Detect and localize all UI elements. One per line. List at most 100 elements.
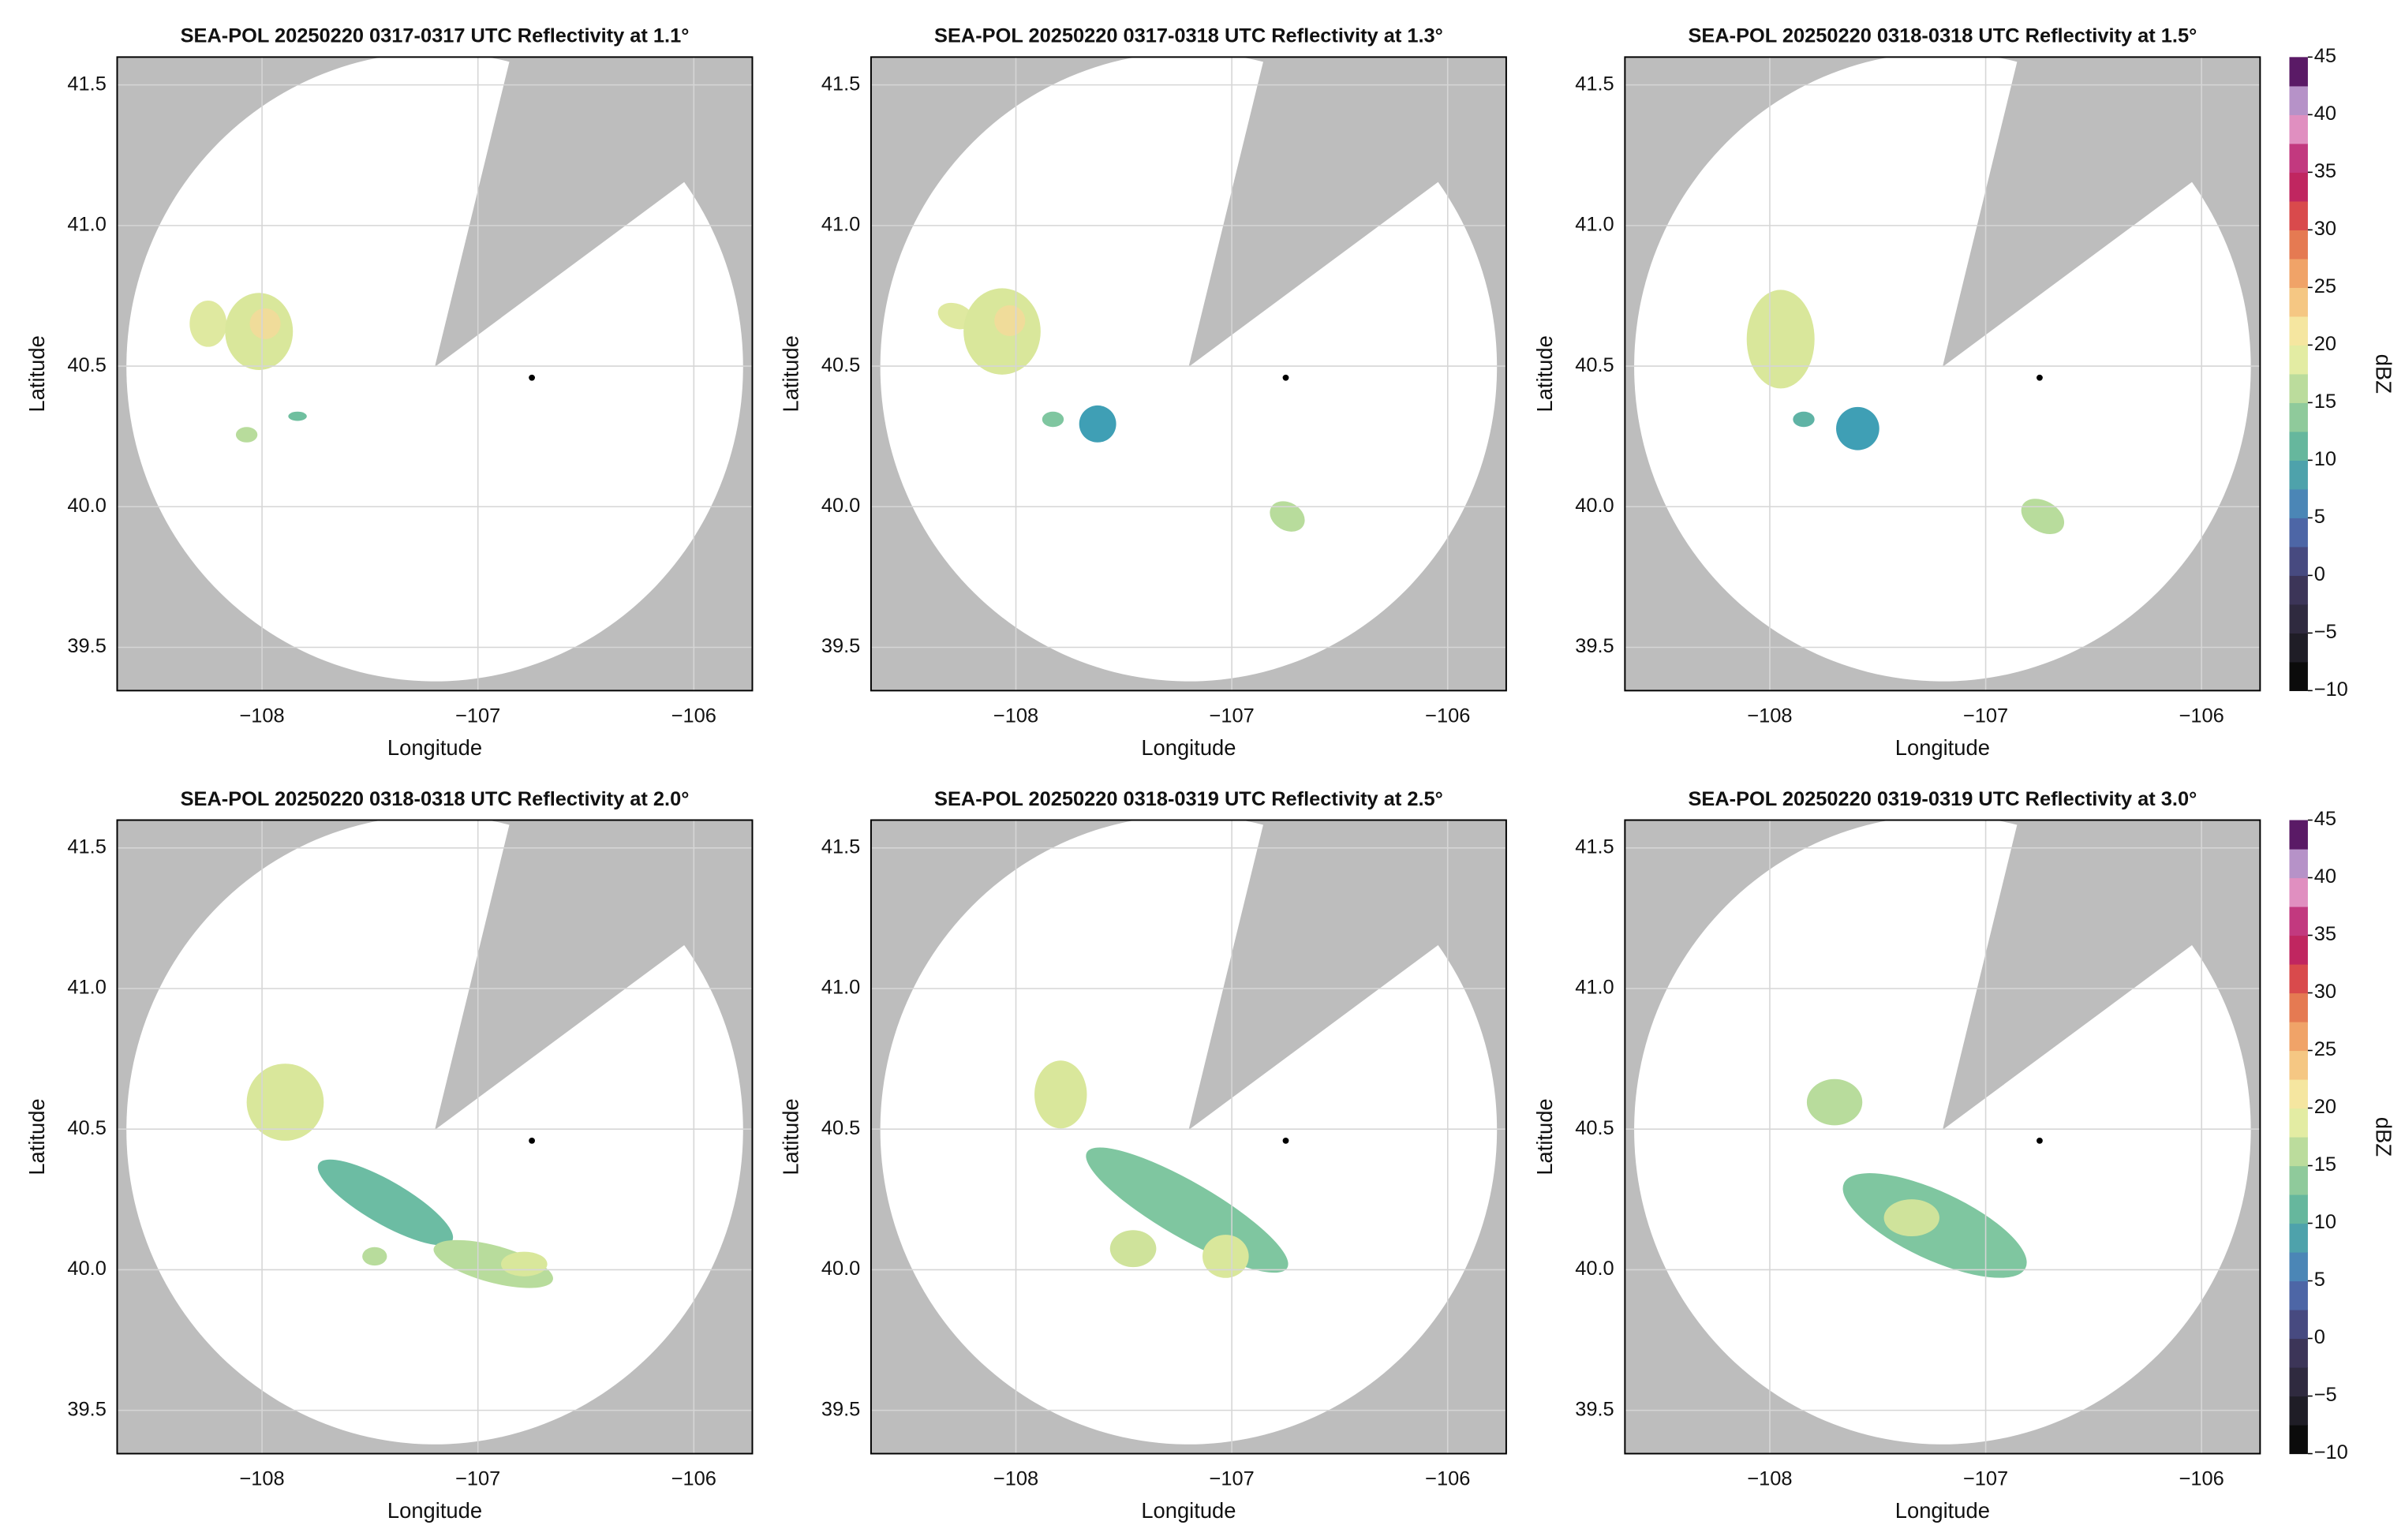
colorbar-segment [2289, 488, 2308, 518]
reflectivity-echo [249, 308, 281, 339]
y-tick-label: 41.5 [1575, 835, 1614, 858]
colorbar: −10 −5 0 5 10 15 20 25 30 35 40 45 dBZ [2289, 808, 2396, 1463]
y-tick-label: 41.0 [67, 977, 106, 999]
y-tick-label: 40.0 [67, 495, 106, 517]
colorbar-segment [2289, 1137, 2308, 1167]
reflectivity-echo [1109, 1230, 1157, 1268]
radar-coverage [126, 57, 743, 682]
colorbar-segment [2289, 1079, 2308, 1109]
y-axis-label: Latitude [778, 1098, 802, 1175]
colorbar-tick-label: 20 [2314, 1096, 2336, 1118]
colorbar-segment [2289, 964, 2308, 994]
y-axis-label: Latitude [1532, 335, 1557, 412]
x-tick-label: −106 [1425, 705, 1470, 727]
colorbar-tick-label: 30 [2314, 981, 2336, 1003]
y-tick-label: 41.0 [67, 214, 106, 236]
radar-coverage [1634, 57, 2251, 682]
chart-title: SEA-POL 20250220 0319-0319 UTC Reflectiv… [1688, 788, 2197, 810]
radar-site [1282, 1137, 1289, 1144]
colorbar-segment [2289, 575, 2308, 605]
y-tick-label: 40.0 [821, 495, 860, 517]
colorbar-tick-label: −5 [2314, 621, 2337, 643]
x-tick-label: −108 [1747, 1467, 1792, 1490]
reflectivity-echo [317, 1159, 454, 1246]
x-tick-label: −107 [455, 1467, 500, 1490]
reflectivity-echo [1202, 1235, 1249, 1278]
colorbar-segment [2289, 345, 2308, 375]
radar-coverage [880, 820, 1498, 1445]
panel: −108 −107 −106 39.5 40.0 40.5 41.0 41.5 SEA-POL … [778, 25, 1507, 760]
plot-area [1625, 57, 2261, 691]
y-tick-label: 41.0 [1575, 214, 1614, 236]
x-axis-label: Longitude [1141, 735, 1236, 760]
reflectivity-echo [1034, 1060, 1087, 1129]
x-tick-label: −108 [1747, 705, 1792, 727]
y-tick-label: 40.5 [67, 1117, 106, 1139]
panel: −108 −107 −106 39.5 40.0 40.5 41.0 41.5 SEA-POL … [24, 25, 754, 760]
colorbar-segment [2289, 57, 2308, 87]
colorbar-segment [2289, 1223, 2308, 1253]
colorbar-segment [2289, 877, 2308, 907]
chart-title: SEA-POL 20250220 0318-0318 UTC Reflectiv… [181, 788, 690, 810]
y-tick-label: 39.5 [67, 1398, 106, 1420]
colorbar-segment [2289, 85, 2308, 115]
x-axis-label: Longitude [1895, 1498, 1990, 1523]
reflectivity-echo [1836, 406, 1879, 450]
colorbar-segment [2289, 287, 2308, 317]
colorbar-segment [2289, 992, 2308, 1022]
colorbar-tick-label: 15 [2314, 391, 2336, 413]
x-tick-label: −108 [993, 705, 1038, 727]
radar-site [529, 1137, 535, 1144]
colorbar-segment [2289, 114, 2308, 144]
colorbar-tick-label: 35 [2314, 923, 2336, 945]
x-axis-label: Longitude [387, 1498, 482, 1523]
panel: −108 −107 −106 39.5 40.0 40.5 41.0 41.5 SEA-POL … [1532, 25, 2261, 760]
y-axis-label: Latitude [778, 335, 802, 412]
reflectivity-echo [1793, 411, 1815, 428]
colorbar-segment [2289, 143, 2308, 173]
x-tick-label: −107 [455, 705, 500, 727]
y-tick-label: 40.5 [1575, 1117, 1614, 1139]
radar-site [1282, 374, 1289, 381]
colorbar-segment [2289, 1396, 2308, 1426]
y-tick-label: 41.5 [67, 835, 106, 858]
colorbar-segment [2289, 820, 2308, 850]
colorbar-segment [2289, 200, 2308, 230]
y-tick-label: 40.5 [1575, 354, 1614, 376]
y-tick-label: 40.0 [1575, 1258, 1614, 1280]
x-tick-label: −107 [1210, 1467, 1255, 1490]
colorbar-segment [2289, 1108, 2308, 1138]
reflectivity-echo [1270, 501, 1305, 532]
y-tick-label: 39.5 [67, 635, 106, 657]
chart-title: SEA-POL 20250220 0318-0318 UTC Reflectiv… [1688, 25, 2197, 47]
colorbar-segment [2289, 1194, 2308, 1224]
y-tick-label: 41.5 [821, 73, 860, 95]
colorbar-segment [2289, 604, 2308, 634]
x-axis-label: Longitude [387, 735, 482, 760]
x-tick-label: −106 [671, 1467, 716, 1490]
plot-area [117, 820, 753, 1454]
plot-area [1625, 820, 2261, 1454]
colorbar-tick-label: 15 [2314, 1153, 2336, 1176]
x-tick-label: −107 [1963, 705, 2008, 727]
y-tick-label: 41.5 [1575, 73, 1614, 95]
y-tick-label: 41.0 [1575, 977, 1614, 999]
y-tick-label: 40.0 [1575, 495, 1614, 517]
colorbar-segment [2289, 906, 2308, 936]
colorbar-tick-label: 0 [2314, 563, 2325, 585]
reflectivity-echo [362, 1247, 387, 1266]
y-tick-label: 41.0 [821, 214, 860, 236]
colorbar-tick-label: 20 [2314, 333, 2336, 355]
colorbar-segment [2289, 633, 2308, 663]
radar-site [529, 374, 535, 381]
panel: −108 −107 −106 39.5 40.0 40.5 41.0 41.5 SEA-POL … [778, 788, 1507, 1523]
panel: −108 −107 −106 39.5 40.0 40.5 41.0 41.5 SEA-POL … [24, 788, 754, 1523]
colorbar-segment [2289, 661, 2308, 691]
axes-frame [870, 56, 1507, 692]
colorbar-tick-label: 10 [2314, 448, 2336, 470]
colorbar-segment [2289, 1310, 2308, 1340]
colorbar-tick-label: −10 [2314, 1441, 2348, 1463]
y-tick-label: 39.5 [1575, 635, 1614, 657]
colorbar-tick-label: 5 [2314, 1269, 2325, 1291]
